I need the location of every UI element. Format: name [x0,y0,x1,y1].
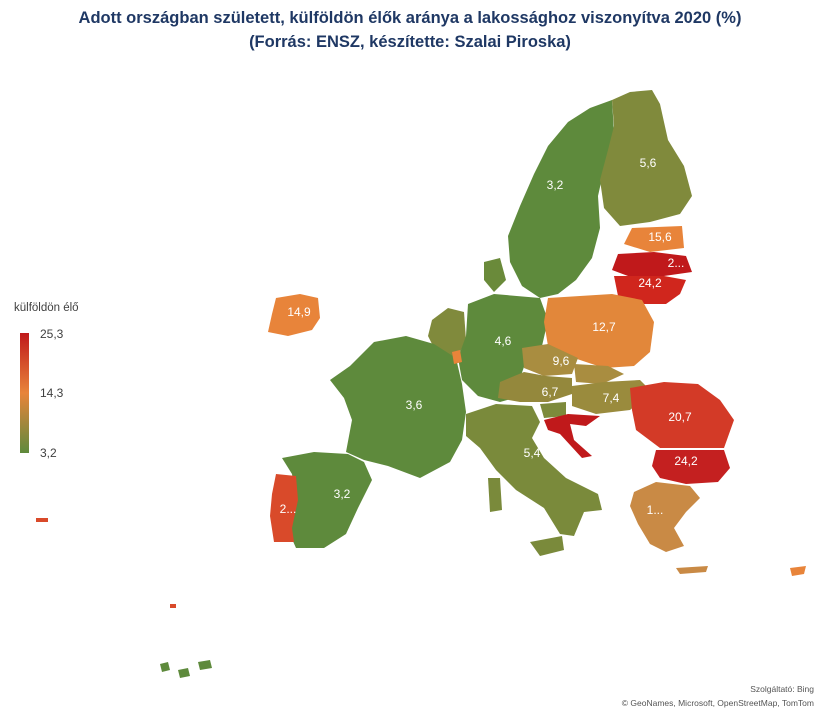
label-greece: 1... [647,503,664,517]
legend-min-label: 3,2 [40,446,57,460]
label-sweden: 3,2 [547,178,564,192]
label-czechia: 9,6 [553,354,570,368]
region-spain[interactable] [282,452,372,548]
region-portugal[interactable] [270,474,298,542]
region-ireland[interactable] [268,294,320,336]
label-ireland: 14,9 [287,305,311,319]
region-sweden[interactable] [508,100,614,298]
region-italy-sicily[interactable] [530,536,564,556]
region-italy[interactable] [466,404,602,536]
legend-color-scale [20,333,29,453]
region-latvia[interactable] [612,252,692,276]
region-slovakia[interactable] [574,364,624,384]
title-line-1: Adott országban született, külföldön élő… [78,9,742,27]
region-luxembourg[interactable] [452,350,462,364]
legend-mid-label: 14,3 [40,386,64,400]
region-cyprus[interactable] [790,566,806,576]
region-greece[interactable] [630,482,700,552]
map-labels: 3,2 5,6 15,6 2... 24,2 14,9 12,7 4,6 9,6… [280,156,698,517]
region-finland[interactable] [600,90,692,226]
label-spain: 3,2 [334,487,351,501]
label-hungary: 7,4 [603,391,620,405]
map-title: Adott országban született, külföldön élő… [0,6,820,54]
label-finland: 5,6 [640,156,657,170]
label-austria: 6,7 [542,385,559,399]
region-croatia[interactable] [544,414,600,458]
label-germany: 4,6 [495,334,512,348]
label-lithuania: 24,2 [638,276,662,290]
label-bulgaria: 24,2 [674,454,698,468]
region-austria[interactable] [498,372,572,402]
region-canary-islands[interactable] [160,660,212,678]
label-latvia: 2... [668,256,685,270]
label-italy: 5,4 [524,446,541,460]
label-estonia: 15,6 [648,230,672,244]
region-lithuania[interactable] [614,276,686,304]
label-portugal: 2... [280,502,297,516]
legend-max-label: 25,3 [40,327,64,341]
region-estonia[interactable] [624,226,684,252]
region-germany[interactable] [458,294,548,402]
attribution-credits: © GeoNames, Microsoft, OpenStreetMap, To… [621,698,814,708]
region-azores[interactable] [36,518,48,522]
label-france: 3,6 [406,398,423,412]
region-france[interactable] [330,336,466,478]
label-romania: 20,7 [668,410,692,424]
region-greece-crete[interactable] [676,566,708,574]
region-poland[interactable] [544,294,654,368]
region-denmark[interactable] [484,258,506,292]
region-slovenia[interactable] [540,402,566,418]
region-bulgaria[interactable] [652,450,730,484]
attribution-provider: Szolgáltató: Bing [750,684,814,694]
title-line-2: (Forrás: ENSZ, készítette: Szalai Pirosk… [249,33,571,51]
legend-title: külföldön élő [14,302,79,314]
region-madeira[interactable] [170,604,176,608]
region-romania[interactable] [630,382,734,448]
label-poland: 12,7 [592,320,616,334]
region-italy-sardinia[interactable] [488,478,502,512]
region-czechia[interactable] [522,344,578,376]
